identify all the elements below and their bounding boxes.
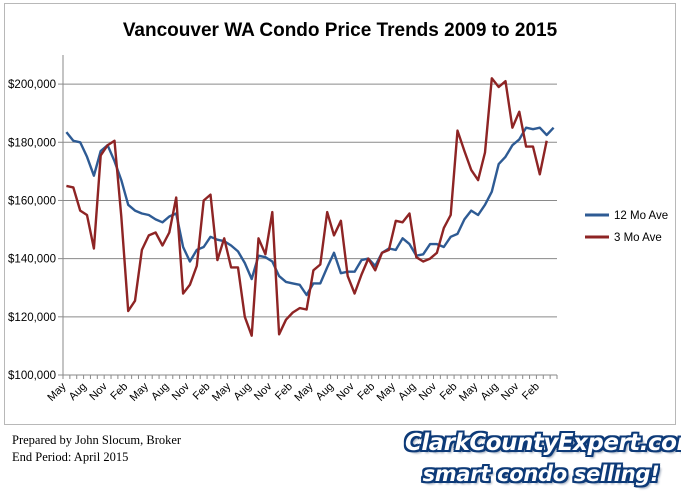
chart-title: Vancouver WA Condo Price Trends 2009 to …: [123, 20, 558, 41]
x-tick-label: Nov: [87, 380, 110, 403]
y-tick-label: $160,000: [8, 195, 56, 207]
x-tick-label: Aug: [478, 381, 500, 403]
x-tick-label: Nov: [499, 380, 522, 403]
axes: [58, 55, 558, 379]
x-tick-label: Nov: [417, 380, 440, 403]
y-tick-label: $200,000: [8, 79, 56, 91]
x-tick-label: Feb: [191, 381, 213, 403]
series-line-3-mo-ave: [66, 77, 548, 337]
x-tick-label: Feb: [108, 381, 130, 403]
brand-tagline: smart condo selling!: [422, 462, 660, 486]
x-tick-label: Feb: [273, 381, 295, 403]
x-tick-label: Aug: [396, 381, 418, 403]
x-tick-label: May: [210, 380, 234, 404]
x-tick-label: May: [457, 380, 481, 404]
y-tick-label: $100,000: [8, 370, 56, 382]
brand-site-name: ClarkCountyExpert.com: [405, 430, 681, 456]
y-tick-labels: $100,000 $120,000 $140,000 $160,000 $180,000…: [8, 79, 56, 382]
x-tick-label: Nov: [252, 380, 275, 403]
end-period-text: End Period: April 2015: [12, 450, 129, 464]
x-tick-labels: MayAugNovFebMayAugNovFebMayAugNovFebMayA…: [45, 380, 542, 404]
price-trend-chart: Vancouver WA Condo Price Trends 2009 to …: [8, 20, 668, 404]
x-tick-label: Nov: [170, 380, 193, 403]
legend-label: 12 Mo Ave: [614, 210, 668, 222]
legend: 12 Mo Ave 3 Mo Ave: [585, 210, 668, 244]
y-tick-label: $120,000: [8, 312, 56, 324]
x-tick-label: Aug: [231, 381, 253, 403]
series-lines: [65, 77, 555, 337]
chart-frame: [4, 3, 676, 425]
y-tick-label: $140,000: [8, 254, 56, 266]
legend-label: 3 Mo Ave: [614, 232, 662, 244]
x-tick-label: May: [128, 380, 152, 404]
x-tick-label: Aug: [314, 381, 336, 403]
x-tick-label: Feb: [355, 381, 377, 403]
x-tick-label: Feb: [520, 381, 542, 403]
x-tick-label: Aug: [67, 381, 89, 403]
prepared-by-text: Prepared by John Slocum, Broker: [12, 433, 182, 447]
x-tick-label: Aug: [149, 381, 171, 403]
x-tick-label: Feb: [438, 381, 460, 403]
x-tick-label: May: [45, 380, 69, 404]
gridlines: [63, 83, 557, 318]
y-tick-label: $180,000: [8, 137, 56, 149]
x-tick-label: May: [375, 380, 399, 404]
x-tick-label: May: [292, 380, 316, 404]
brand-logo: ClarkCountyExpert.com smart condo sellin…: [405, 430, 681, 496]
x-tick-label: Nov: [334, 380, 357, 403]
